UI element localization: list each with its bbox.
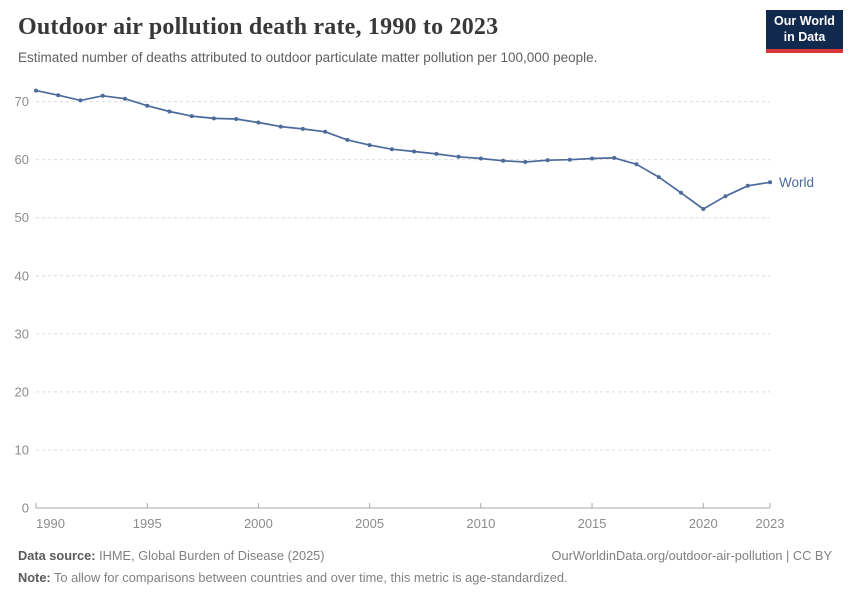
series-line-world[interactable] — [35, 89, 771, 210]
note-label: Note: — [18, 569, 51, 585]
data-point-2009[interactable] — [456, 154, 461, 159]
y-tick-label-0: 0 — [22, 501, 29, 516]
data-point-2016[interactable] — [612, 155, 617, 160]
data-point-1995[interactable] — [145, 103, 150, 108]
x-tick-label-1995: 1995 — [133, 516, 162, 531]
data-point-2008[interactable] — [434, 151, 439, 156]
data-source-text: Data source: IHME, Global Burden of Dise… — [18, 545, 325, 567]
x-tick-label-2020: 2020 — [689, 516, 718, 531]
data-point-2003[interactable] — [323, 129, 328, 134]
data-point-2014[interactable] — [567, 157, 572, 162]
y-tick-label-10: 10 — [15, 442, 29, 457]
data-point-2013[interactable] — [545, 158, 550, 163]
y-tick-label-20: 20 — [15, 384, 29, 399]
data-point-1999[interactable] — [234, 117, 239, 121]
note-value: To allow for comparisons between countri… — [50, 569, 568, 585]
page-title: Outdoor air pollution death rate, 1990 t… — [18, 14, 499, 40]
data-point-2011[interactable] — [501, 158, 506, 163]
x-tick-label-2023: 2023 — [756, 516, 785, 531]
data-point-1991[interactable] — [56, 93, 61, 98]
series-end-label-world[interactable]: World — [779, 175, 814, 190]
data-point-1992[interactable] — [78, 98, 83, 103]
owid-logo-line1: Our World — [774, 13, 835, 28]
data-point-2012[interactable] — [523, 160, 528, 164]
data-point-2000[interactable] — [256, 120, 261, 125]
data-point-2020[interactable] — [701, 207, 706, 211]
note-text: Note: To allow for comparisons between c… — [18, 567, 832, 589]
line-chart-svg: 0 10 20 30 40 50 60 70 1990 1995 2000 2005 2010 2015 2… — [15, 88, 814, 531]
data-point-2002[interactable] — [300, 126, 305, 131]
owid-logo-line2: in Data — [783, 29, 826, 44]
data-point-2015[interactable] — [590, 156, 595, 161]
x-tick-label-2015: 2015 — [578, 516, 607, 531]
x-tick-label-2000: 2000 — [244, 516, 273, 531]
attribution-link[interactable]: OurWorldinData.org/outdoor-air-pollution… — [551, 548, 832, 563]
data-point-2001[interactable] — [278, 124, 283, 129]
y-tick-label-40: 40 — [15, 268, 29, 283]
data-point-2005[interactable] — [367, 143, 372, 148]
data-source-label: Data source: — [18, 548, 96, 563]
data-point-1990[interactable] — [34, 88, 38, 93]
data-point-2023[interactable] — [768, 180, 772, 185]
data-point-2019[interactable] — [679, 190, 683, 195]
data-source-value: IHME, Global Burden of Disease (2025) — [95, 548, 325, 563]
data-point-2006[interactable] — [389, 147, 394, 152]
x-tick-label-1990: 1990 — [36, 516, 65, 531]
data-point-1998[interactable] — [211, 116, 216, 121]
data-point-2022[interactable] — [745, 183, 750, 188]
data-point-2010[interactable] — [478, 156, 483, 161]
data-point-2017[interactable] — [634, 162, 639, 167]
data-point-2021[interactable] — [723, 194, 728, 199]
owid-logo[interactable]: Our World in Data — [766, 10, 843, 53]
data-point-1993[interactable] — [100, 93, 105, 98]
y-tick-label-70: 70 — [15, 94, 29, 109]
chart-area: 0 10 20 30 40 50 60 70 1990 1995 2000 2005 2010 2015 2… — [0, 80, 850, 538]
x-tick-label-2005: 2005 — [355, 516, 384, 531]
chart-footer: Data source: IHME, Global Burden of Dise… — [18, 545, 832, 589]
y-tick-label-30: 30 — [15, 326, 29, 341]
data-point-1996[interactable] — [167, 109, 172, 114]
data-point-2018[interactable] — [656, 175, 661, 180]
data-point-2007[interactable] — [412, 149, 417, 154]
data-point-2004[interactable] — [345, 137, 350, 142]
y-tick-label-50: 50 — [15, 210, 29, 225]
y-tick-label-60: 60 — [15, 152, 29, 167]
data-point-1994[interactable] — [123, 96, 127, 101]
page-subtitle: Estimated number of deaths attributed to… — [18, 50, 598, 65]
chart-header: Outdoor air pollution death rate, 1990 t… — [18, 14, 750, 65]
data-point-1997[interactable] — [189, 114, 194, 119]
x-tick-label-2010: 2010 — [466, 516, 495, 531]
